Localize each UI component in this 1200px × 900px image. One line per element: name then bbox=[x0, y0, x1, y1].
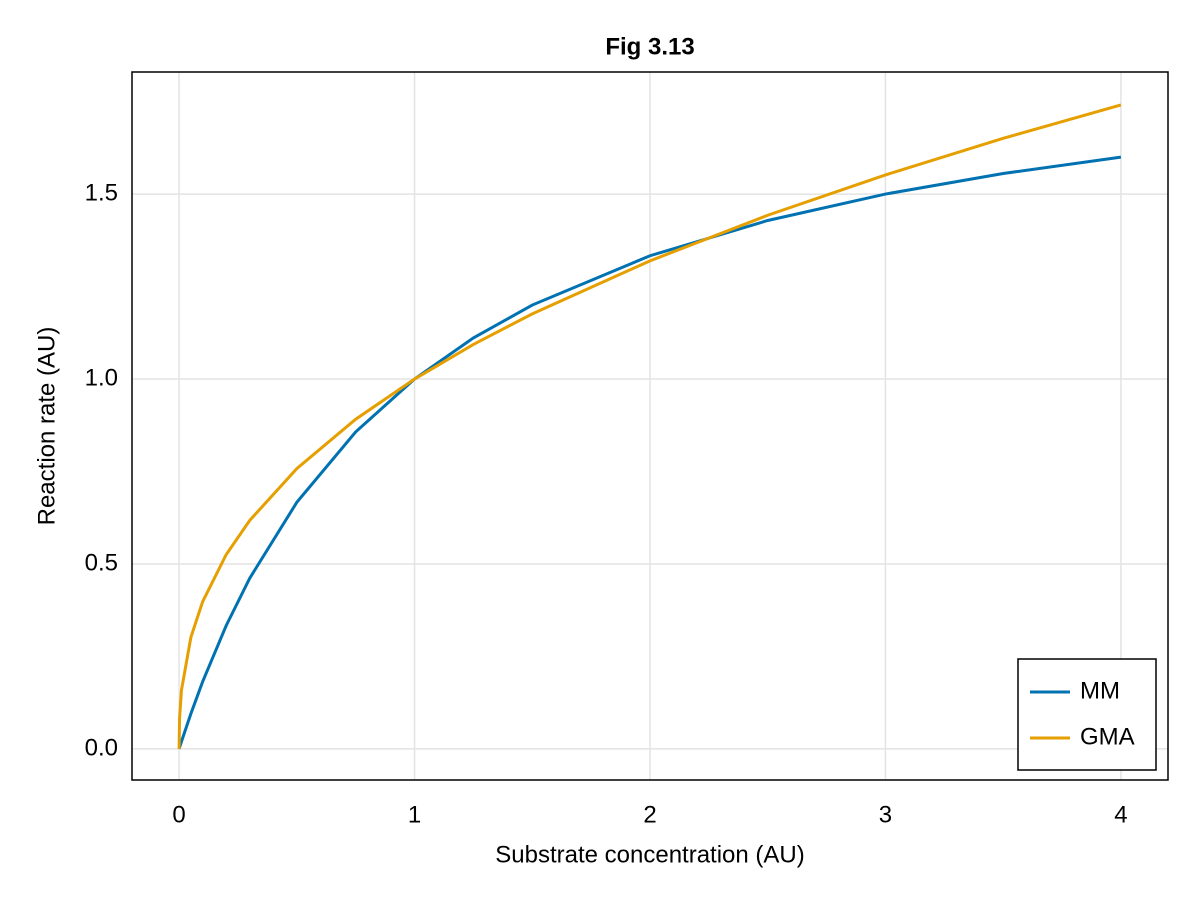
legend-box bbox=[1017, 658, 1157, 771]
chart-title: Fig 3.13 bbox=[605, 33, 694, 60]
x-axis-label: Substrate concentration (AU) bbox=[495, 841, 804, 868]
line-series bbox=[177, 103, 1122, 749]
x-tick-label: 2 bbox=[643, 801, 656, 828]
y-tick-label: 0.5 bbox=[85, 549, 118, 576]
y-tick-label: 1.0 bbox=[85, 364, 118, 391]
y-tick-label: 0.0 bbox=[85, 734, 118, 761]
legend-label: GMA bbox=[1080, 723, 1135, 750]
y-tick-label: 1.5 bbox=[85, 179, 118, 206]
x-tick-label: 4 bbox=[1114, 801, 1127, 828]
plot-frame bbox=[131, 71, 1169, 781]
line-series bbox=[177, 155, 1122, 750]
y-axis-label: Reaction rate (AU) bbox=[33, 327, 60, 526]
legend-label: MM bbox=[1080, 677, 1120, 704]
x-tick-label: 1 bbox=[408, 801, 421, 828]
x-tick-label: 0 bbox=[172, 801, 185, 828]
x-tick-label: 3 bbox=[879, 801, 892, 828]
